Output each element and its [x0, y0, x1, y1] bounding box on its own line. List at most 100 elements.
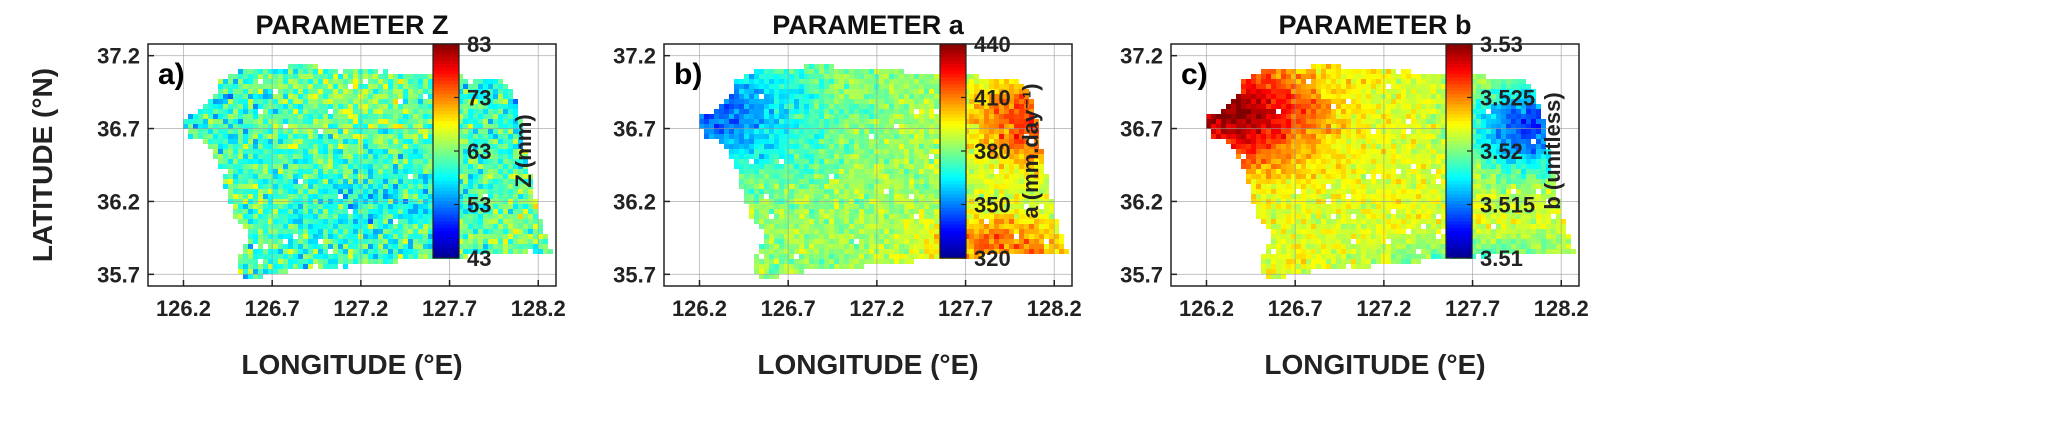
heatmap-cell	[468, 144, 473, 149]
colorbar-segment	[940, 104, 966, 109]
heatmap-cell	[278, 149, 283, 154]
heatmap-cell	[253, 189, 258, 194]
heatmap-cell	[308, 184, 313, 189]
heatmap-cell	[884, 129, 889, 134]
heatmap-cell	[353, 214, 358, 219]
heatmap-cell	[729, 104, 734, 109]
heatmap-cell	[784, 269, 789, 274]
heatmap-cell	[463, 174, 468, 179]
heatmap-cell	[508, 209, 513, 214]
heatmap-cell	[368, 154, 373, 159]
heatmap-cell	[243, 244, 248, 249]
heatmap-cell	[303, 124, 308, 129]
heatmap-cell	[403, 244, 408, 249]
heatmap-cell	[303, 119, 308, 124]
heatmap-cell	[929, 89, 934, 94]
heatmap-cell	[498, 84, 503, 89]
heatmap-cell	[1356, 74, 1361, 79]
heatmap-cell	[413, 99, 418, 104]
heatmap-cell	[348, 134, 353, 139]
heatmap-cell	[343, 144, 348, 149]
heatmap-cells	[183, 64, 553, 279]
heatmap-cell	[328, 154, 333, 159]
heatmap-cell	[859, 184, 864, 189]
heatmap-cell	[243, 164, 248, 169]
heatmap-cell	[934, 149, 939, 154]
heatmap-cell	[308, 209, 313, 214]
heatmap-cell	[323, 224, 328, 229]
heatmap-cell	[809, 229, 814, 234]
heatmap-cell	[468, 119, 473, 124]
heatmap-cell	[378, 244, 383, 249]
heatmap-cell	[383, 69, 388, 74]
heatmap-cell	[989, 79, 994, 84]
heatmap-cell	[343, 84, 348, 89]
heatmap-cell	[328, 219, 333, 224]
heatmap-cell	[523, 204, 528, 209]
heatmap-cell	[854, 74, 859, 79]
heatmap-cell	[238, 99, 243, 104]
heatmap-cell	[789, 149, 794, 154]
heatmap-cell	[839, 114, 844, 119]
heatmap-cell	[243, 89, 248, 94]
heatmap-cell	[769, 194, 774, 199]
heatmap-cell	[258, 149, 263, 154]
heatmap-cell	[323, 99, 328, 104]
heatmap-cell	[278, 134, 283, 139]
heatmap-cell	[398, 184, 403, 189]
colorbar-segment	[433, 237, 459, 242]
heatmap-cell	[333, 229, 338, 234]
colorbar-segment	[433, 100, 459, 105]
heatmap-cell	[338, 89, 343, 94]
heatmap-cell	[849, 149, 854, 154]
heatmap-cell	[804, 109, 809, 114]
heatmap-cell	[774, 84, 779, 89]
heatmap-cell	[363, 239, 368, 244]
heatmap-cell	[974, 119, 979, 124]
colorbar-segment	[433, 191, 459, 196]
heatmap-cell	[824, 69, 829, 74]
heatmap-cell	[794, 124, 799, 129]
heatmap-cell	[859, 74, 864, 79]
heatmap-cell	[764, 204, 769, 209]
colorbar-tick-label: 320	[974, 246, 1011, 271]
heatmap-cell	[458, 84, 463, 89]
heatmap-cell	[899, 79, 904, 84]
heatmap-cell	[969, 219, 974, 224]
heatmap-cell	[348, 154, 353, 159]
heatmap-cell	[233, 89, 238, 94]
heatmap-cell	[253, 119, 258, 124]
heatmap-cell	[854, 229, 859, 234]
heatmap-cell	[869, 79, 874, 84]
heatmap-cell	[1014, 194, 1019, 199]
heatmap-cell	[348, 234, 353, 239]
heatmap-cell	[849, 174, 854, 179]
heatmap-cell	[974, 99, 979, 104]
heatmap-cell	[769, 189, 774, 194]
heatmap-cell	[804, 264, 809, 269]
heatmap-cell	[899, 94, 904, 99]
heatmap-cell	[1034, 184, 1039, 189]
heatmap-cell	[313, 99, 318, 104]
heatmap-cell	[764, 174, 769, 179]
heatmap-cell	[383, 154, 388, 159]
heatmap-cell	[749, 214, 754, 219]
colorbar-segment	[940, 77, 966, 82]
heatmap-cell	[919, 219, 924, 224]
heatmap-cell	[909, 79, 914, 84]
heatmap-cell	[809, 179, 814, 184]
heatmap-cell	[934, 169, 939, 174]
heatmap-cell	[503, 194, 508, 199]
heatmap-cell	[353, 124, 358, 129]
heatmap-cell	[418, 169, 423, 174]
heatmap-cell	[353, 244, 358, 249]
colorbar-segment	[940, 114, 966, 119]
heatmap-cell	[979, 234, 984, 239]
heatmap-cell	[273, 84, 278, 89]
heatmap-cell	[974, 89, 979, 94]
heatmap-cell	[804, 159, 809, 164]
heatmap-cell	[879, 109, 884, 114]
heatmap-cell	[368, 239, 373, 244]
heatmap-cell	[754, 164, 759, 169]
heatmap-cell	[223, 114, 228, 119]
